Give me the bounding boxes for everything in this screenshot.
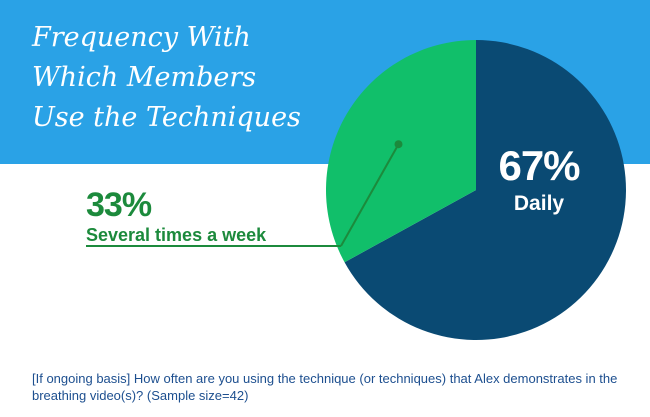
slice-label-weekly-percent: 33% bbox=[86, 186, 152, 224]
chart-title: Frequency With Which Members Use the Tec… bbox=[32, 18, 301, 138]
chart-title-line-1: Frequency With bbox=[32, 22, 251, 53]
slice-label-weekly: Several times a week bbox=[86, 225, 267, 245]
survey-question-footnote: [If ongoing basis] How often are you usi… bbox=[32, 371, 618, 403]
slice-label-daily-percent: 67% bbox=[498, 142, 580, 189]
leader-line bbox=[340, 143, 400, 247]
chart-title-line-2: Which Members bbox=[32, 62, 257, 93]
slice-label-daily: Daily bbox=[513, 192, 565, 215]
chart-title-line-3: Use the Techniques bbox=[32, 102, 301, 133]
pie-slice-daily bbox=[344, 40, 626, 340]
leader-dot bbox=[394, 140, 403, 149]
